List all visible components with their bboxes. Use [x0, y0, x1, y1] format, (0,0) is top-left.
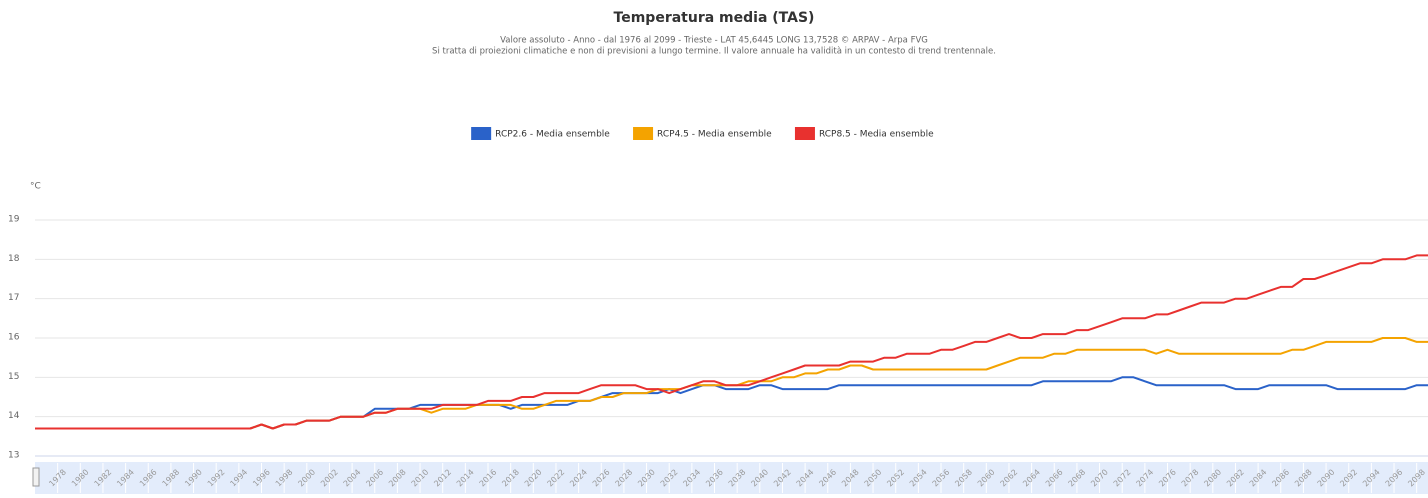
y-tick-label: 15 [8, 372, 19, 382]
legend-label: RCP2.6 - Media ensemble [495, 130, 610, 140]
y-tick-label: 16 [8, 333, 20, 343]
navigator[interactable] [35, 462, 1428, 494]
legend-item[interactable]: RCP2.6 - Media ensemble [471, 127, 610, 140]
chart-subtitle: Valore assoluto - Anno - dal 1976 al 209… [500, 36, 928, 46]
legend-item[interactable]: RCP8.5 - Media ensemble [794, 127, 934, 140]
y-tick-label: 19 [8, 215, 20, 225]
y-tick-label: 14 [8, 411, 20, 421]
y-tick-label: 17 [8, 293, 19, 303]
legend-label: RCP4.5 - Media ensemble [657, 130, 772, 140]
y-tick-label: 18 [8, 254, 20, 264]
series-line [35, 254, 1428, 430]
navigator-handle[interactable] [32, 467, 40, 487]
y-tick-label: 13 [8, 451, 19, 461]
chart-title: Temperatura media (TAS) [614, 10, 815, 26]
legend-item[interactable]: RCP4.5 - Media ensemble [633, 127, 772, 140]
series-line [35, 337, 1428, 430]
y-axis-label: °C [30, 182, 41, 192]
legend-swatch [471, 127, 492, 140]
legend-swatch [794, 127, 815, 140]
chart-subtitle: Si tratta di proiezioni climatiche e non… [432, 47, 996, 57]
legend-swatch [633, 127, 654, 140]
legend-label: RCP8.5 - Media ensemble [819, 130, 934, 140]
